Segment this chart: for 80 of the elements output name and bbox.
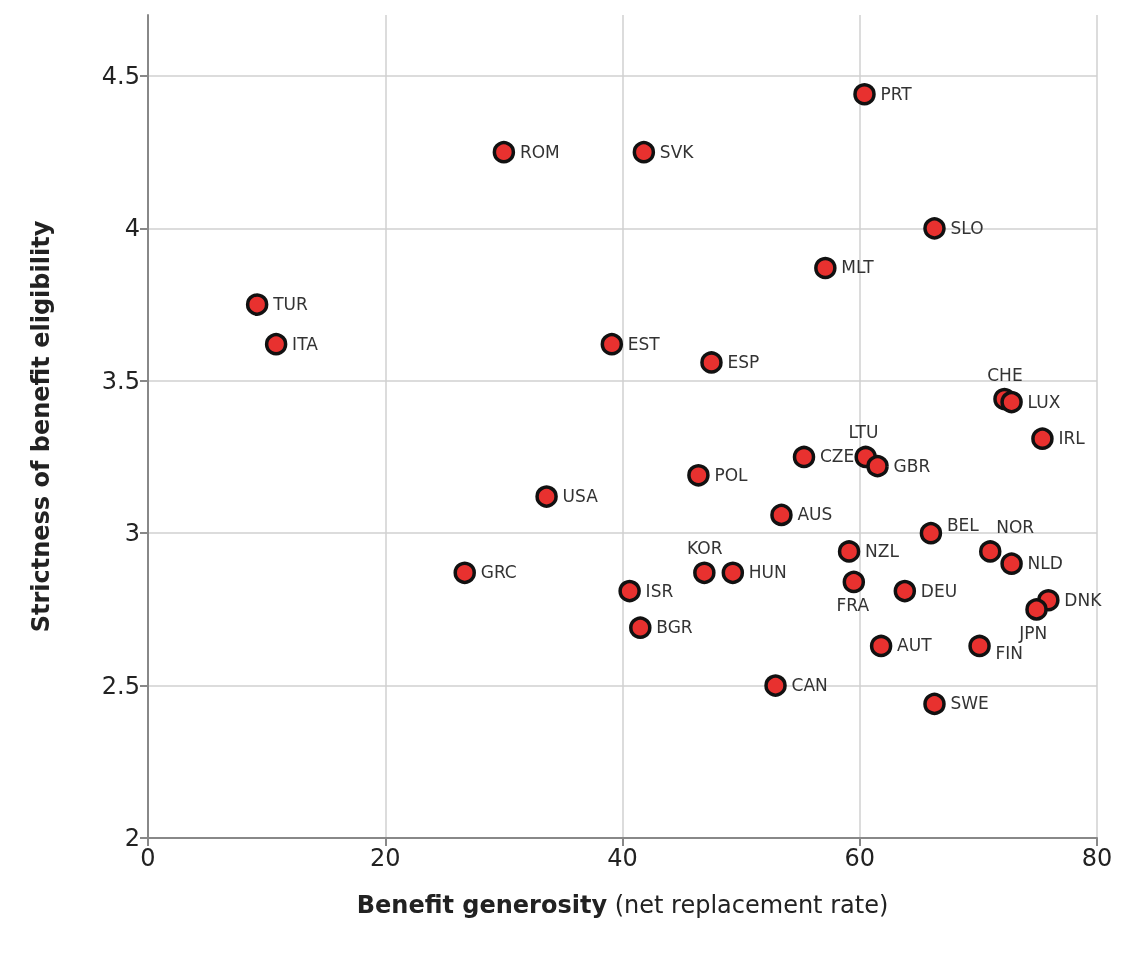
annotation: POL	[714, 464, 749, 485]
annotation: DNK	[1064, 589, 1103, 610]
point	[618, 579, 641, 603]
y-tick-label: 4.5	[101, 61, 140, 90]
point	[693, 561, 716, 585]
y-tick-label: 3	[124, 519, 140, 548]
point	[1025, 598, 1048, 621]
annotation: GRC	[480, 562, 517, 583]
point	[764, 674, 787, 697]
annotation: AUT	[897, 635, 933, 656]
point	[687, 464, 710, 487]
point	[1031, 427, 1054, 450]
annotation: CAN	[791, 675, 828, 696]
point	[866, 454, 889, 478]
annotation: NZL	[865, 540, 900, 561]
point	[979, 540, 1002, 563]
annotation: USA	[562, 486, 599, 507]
annotation: FIN	[995, 643, 1024, 664]
x-tick-label: 20	[369, 844, 401, 872]
point	[770, 503, 793, 527]
annotation: ESP	[727, 351, 760, 372]
x-tick-label: 80	[1081, 844, 1113, 872]
point	[632, 140, 656, 164]
x-tick-label: 0	[140, 844, 156, 872]
annotation: CZE	[820, 446, 855, 467]
annotation: FRA	[836, 595, 870, 616]
annotation: SVK	[659, 141, 695, 162]
annotation: HUN	[748, 562, 787, 583]
annotation: DEU	[920, 580, 958, 601]
point	[600, 332, 624, 356]
y-tick-label: 2	[124, 824, 140, 852]
annotation: EST	[627, 333, 661, 354]
annotation: KOR	[687, 538, 723, 559]
point	[1000, 390, 1023, 414]
annotation: BEL	[946, 514, 980, 535]
point	[535, 485, 558, 508]
annotation: ISR	[645, 580, 674, 601]
annotation: PRT	[880, 83, 913, 104]
annotation: IRL	[1058, 428, 1086, 449]
annotation: JPN	[1018, 622, 1048, 643]
point	[264, 332, 288, 356]
point	[842, 570, 866, 594]
x-tick-label: 40	[607, 844, 638, 872]
annotation: BGR	[656, 617, 693, 638]
annotation: SWE	[950, 693, 989, 714]
annotation: LUX	[1027, 391, 1061, 412]
annotation: NLD	[1027, 553, 1063, 574]
point	[492, 140, 516, 164]
y-tick-label: 4	[124, 214, 140, 243]
point	[1000, 552, 1023, 575]
annotation: AUS	[797, 504, 833, 525]
annotation: LTU	[848, 422, 879, 443]
annotation: SLO	[950, 217, 984, 238]
x-axis-title: Benefit generosity (net replacement rate)	[356, 891, 889, 919]
y-tick-label: 2.5	[101, 671, 140, 700]
point	[923, 217, 946, 240]
point	[245, 293, 269, 316]
annotation: MLT	[841, 257, 875, 278]
annotation: TUR	[272, 294, 308, 315]
point	[721, 561, 745, 585]
point	[869, 634, 893, 658]
point	[968, 634, 991, 658]
point	[700, 351, 723, 374]
x-tick-label: 60	[844, 844, 876, 872]
point	[853, 83, 876, 106]
point	[453, 561, 476, 585]
point	[629, 616, 652, 639]
point	[923, 692, 946, 716]
point	[919, 521, 943, 545]
annotation: ITA	[292, 333, 319, 354]
annotation: NOR	[996, 516, 1035, 537]
point	[837, 540, 861, 563]
point	[792, 445, 816, 469]
annotation: GBR	[893, 455, 931, 476]
point	[814, 256, 837, 280]
annotation: ROM	[519, 141, 560, 162]
point	[893, 579, 917, 603]
y-axis-title: Strictness of benefit eligibility	[27, 220, 55, 633]
y-tick-label: 3.5	[101, 366, 140, 395]
annotation: CHE	[987, 364, 1023, 385]
